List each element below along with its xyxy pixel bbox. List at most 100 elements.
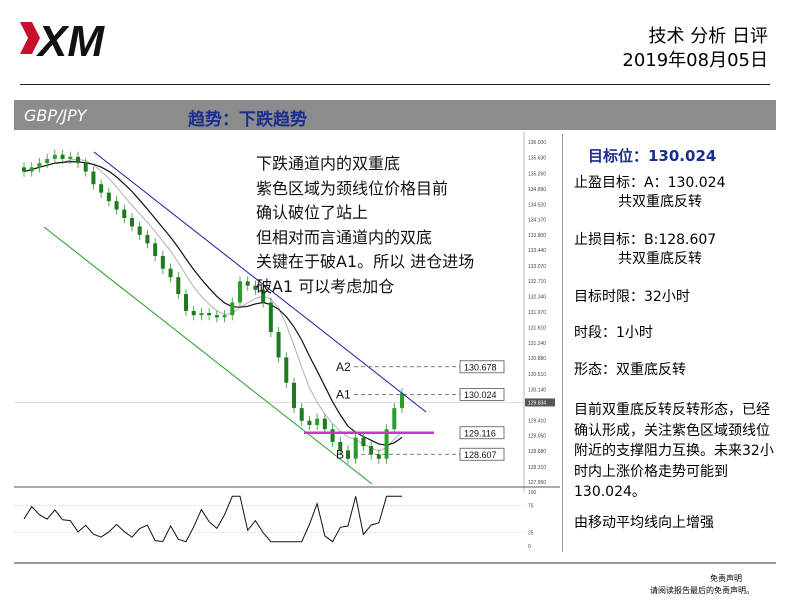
candle-body xyxy=(361,437,366,447)
candle-body xyxy=(176,277,181,295)
oscillator-line xyxy=(23,495,402,543)
oscillator-panel: 100 75 25 0 xyxy=(14,490,537,550)
price-chart: 136.000 135.630 135.260 134.890 134.520 134.1… xyxy=(14,132,560,550)
take-profit-sub: 共双重底反转 xyxy=(618,194,702,210)
osc-tick-label: 75 xyxy=(528,504,534,510)
level-value: 130.024 xyxy=(464,390,497,400)
price-tick-label: 135.260 xyxy=(528,171,546,177)
candle-body xyxy=(346,450,350,459)
disclaimer-text: 请阅读报告最后的免责声明。 xyxy=(650,586,754,595)
candle-body xyxy=(60,154,65,159)
candle-body xyxy=(199,313,204,316)
candle-body xyxy=(307,420,312,425)
candle-body xyxy=(376,454,381,459)
price-tick-label: 131.610 xyxy=(528,325,546,331)
candle-body xyxy=(292,382,296,409)
logo-text: XM xyxy=(35,17,105,66)
xm-logo: XM xyxy=(20,17,105,66)
level-box xyxy=(459,447,505,461)
price-tick-label: 131.240 xyxy=(528,341,546,347)
marker-a2: A2 xyxy=(336,360,351,374)
osc-tick-label: 0 xyxy=(528,544,531,550)
price-tick-label: 132.710 xyxy=(528,279,546,285)
price-tick-label: 128.680 xyxy=(528,449,546,455)
price-tick-label: 130.880 xyxy=(528,356,546,362)
price-levels: 130.678 A2 130.024 A1 129.116 128.607 B xyxy=(304,360,505,461)
ma-note: 由移动平均线向上增强 xyxy=(574,515,714,531)
pattern: 形态：双重底反转 xyxy=(574,362,686,378)
candle-body xyxy=(137,226,142,235)
report-title: 技术 分析 日评 xyxy=(648,26,768,47)
marker-a1: A1 xyxy=(336,387,351,401)
price-tick-label: 133.440 xyxy=(528,248,546,254)
price-tick-label: 134.890 xyxy=(528,187,546,193)
candle-body xyxy=(106,192,111,202)
marker-b: B xyxy=(336,447,344,461)
candle-body xyxy=(184,294,188,311)
level-value: 130.678 xyxy=(464,362,497,372)
candle-body xyxy=(22,167,26,172)
candle-body xyxy=(145,234,150,244)
candle-body xyxy=(261,289,266,303)
disclaimer-title: 免责声明 xyxy=(710,574,742,583)
price-tick-label: 134.170 xyxy=(528,217,546,223)
price-tick-label: 133.070 xyxy=(528,264,546,270)
candle-body xyxy=(191,310,196,316)
price-tick-label: 134.520 xyxy=(528,203,546,209)
candle-body xyxy=(76,156,80,164)
instrument-banner xyxy=(14,100,776,130)
price-tick-label: 128.310 xyxy=(528,465,546,471)
channel-upper-line xyxy=(93,151,427,413)
candle-body xyxy=(284,357,289,383)
candle-body xyxy=(322,418,327,430)
panel-divider xyxy=(562,134,563,552)
analysis-description: 目前双重底反转反转形态，已经确认形成，关注紫色区域颈线位附近的支撑阻力互换。未来… xyxy=(574,402,774,500)
candle-body xyxy=(392,408,397,430)
level-box xyxy=(459,360,505,374)
candle-body xyxy=(253,285,258,290)
header-divider xyxy=(20,84,770,85)
candle-body xyxy=(400,393,404,409)
period: 时段：1小时 xyxy=(574,325,653,341)
price-tick-label: 133.800 xyxy=(528,233,546,239)
candle-body xyxy=(153,243,158,257)
footer-divider xyxy=(14,562,776,564)
candle-body xyxy=(130,218,134,227)
target-level: 目标位：130.024 xyxy=(588,147,717,165)
candle-body xyxy=(338,441,343,451)
candle-body xyxy=(91,171,96,185)
candle-body xyxy=(168,268,173,278)
price-tick-label: 127.950 xyxy=(528,480,546,486)
level-value: 129.116 xyxy=(464,428,496,438)
candle-body xyxy=(330,429,335,442)
candle-body xyxy=(52,154,57,159)
candle-body xyxy=(268,302,273,333)
candle-body xyxy=(245,281,250,286)
chart-annotation: 下跌通道内的双重底 紫色区域为颈线位价格目前 确认破位了站上 但相对而言通道内的… xyxy=(256,154,475,296)
candle-body xyxy=(99,184,104,193)
price-tick-label: 129.410 xyxy=(528,418,546,424)
level-box xyxy=(459,426,505,440)
candle-body xyxy=(29,167,34,172)
candle-body xyxy=(214,315,219,318)
candle-body xyxy=(114,201,119,210)
current-price-label: 129.834 xyxy=(528,400,546,406)
current-price-tag xyxy=(525,398,555,407)
candle-body xyxy=(299,408,304,421)
candle-body xyxy=(160,256,165,269)
osc-tick-label: 100 xyxy=(528,490,537,496)
price-tick-label: 130.510 xyxy=(528,372,546,378)
price-axis: 136.000 135.630 135.260 134.890 134.520 134.1… xyxy=(14,132,560,492)
channel-lower-line xyxy=(43,226,373,485)
candle-body xyxy=(222,315,227,318)
price-tick-label: 136.000 xyxy=(528,140,546,146)
time-limit: 目标时限：32小时 xyxy=(574,289,690,305)
price-tick-label: 130.140 xyxy=(528,388,546,394)
candle-body xyxy=(122,209,127,219)
candle-body xyxy=(68,156,73,159)
trend-label: 趋势：下跌趋势 xyxy=(188,110,307,130)
level-value: 128.607 xyxy=(464,450,497,460)
trend-channel xyxy=(43,151,427,485)
candle-body xyxy=(45,158,50,164)
candles xyxy=(22,149,404,464)
